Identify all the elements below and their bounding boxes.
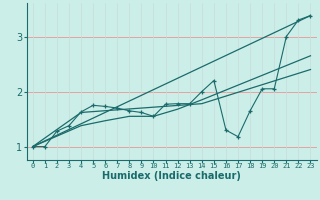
X-axis label: Humidex (Indice chaleur): Humidex (Indice chaleur) (102, 171, 241, 181)
